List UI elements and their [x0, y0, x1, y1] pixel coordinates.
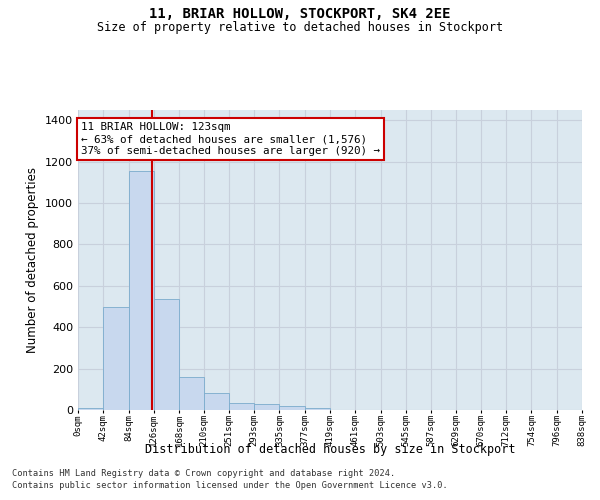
- Text: 11 BRIAR HOLLOW: 123sqm
← 63% of detached houses are smaller (1,576)
37% of semi: 11 BRIAR HOLLOW: 123sqm ← 63% of detache…: [81, 122, 380, 156]
- Bar: [254, 404, 280, 410]
- Bar: [205, 394, 229, 410]
- Text: Size of property relative to detached houses in Stockport: Size of property relative to detached ho…: [97, 21, 503, 34]
- Bar: [280, 406, 305, 410]
- Bar: [305, 408, 330, 410]
- Y-axis label: Number of detached properties: Number of detached properties: [26, 167, 40, 353]
- Bar: [179, 377, 205, 410]
- Text: Contains HM Land Registry data © Crown copyright and database right 2024.: Contains HM Land Registry data © Crown c…: [12, 468, 395, 477]
- Text: Distribution of detached houses by size in Stockport: Distribution of detached houses by size …: [145, 442, 515, 456]
- Text: 11, BRIAR HOLLOW, STOCKPORT, SK4 2EE: 11, BRIAR HOLLOW, STOCKPORT, SK4 2EE: [149, 8, 451, 22]
- Bar: [229, 403, 254, 410]
- Bar: [154, 300, 179, 410]
- Bar: [128, 171, 154, 410]
- Bar: [78, 408, 103, 410]
- Text: Contains public sector information licensed under the Open Government Licence v3: Contains public sector information licen…: [12, 481, 448, 490]
- Bar: [103, 306, 128, 410]
